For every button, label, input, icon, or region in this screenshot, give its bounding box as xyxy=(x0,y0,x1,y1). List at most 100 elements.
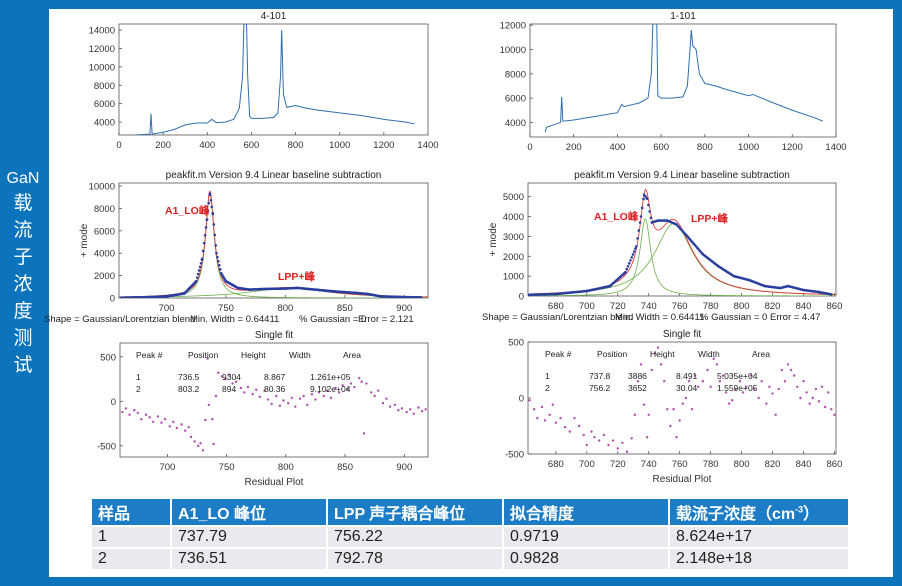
header-a1lo: A1_LO 峰位 xyxy=(172,499,326,525)
residual-point xyxy=(234,380,238,383)
residual-point xyxy=(133,409,136,412)
y-tick-label: 500 xyxy=(100,352,116,363)
peak-table-cell: 2 xyxy=(545,383,550,393)
peak-table-cell: 1.559e+05 xyxy=(717,383,758,393)
plot-marks xyxy=(544,24,824,133)
residual-point xyxy=(817,400,821,403)
spectrum-line xyxy=(544,24,824,133)
chart-title: Single fit xyxy=(255,330,294,341)
residual-point xyxy=(820,385,824,388)
x-tick-label: 900 xyxy=(396,462,412,473)
residual-point xyxy=(275,394,278,398)
peak-table-cell: 8.491 xyxy=(676,371,698,381)
peak-table-header: Peak # xyxy=(136,350,163,360)
residual-point xyxy=(168,425,171,428)
data-point xyxy=(645,197,649,200)
y-tick-label: 4000 xyxy=(503,212,524,223)
x-tick-label: 0 xyxy=(116,140,121,151)
residual-point xyxy=(602,433,606,437)
residual-point xyxy=(140,417,143,421)
data-point xyxy=(640,206,644,210)
residual-point xyxy=(310,393,314,396)
x-tick-label: 700 xyxy=(579,301,595,312)
sidebar-title-char: 载 xyxy=(13,193,33,214)
residual-point xyxy=(693,374,697,377)
residual-point xyxy=(656,346,660,349)
y-tick-label: 1000 xyxy=(503,272,524,283)
residual-point xyxy=(243,391,246,394)
x-tick-label: 780 xyxy=(703,301,719,312)
x-tick-label: 700 xyxy=(159,462,175,473)
peak-table-header: Area xyxy=(752,349,770,359)
fit-info-text: Shape = Gaussian/Lorentzian blend xyxy=(482,312,633,323)
data-point xyxy=(201,249,205,253)
y-tick-label: 8000 xyxy=(94,81,115,92)
residual-point xyxy=(536,416,539,420)
residual-point xyxy=(128,413,131,416)
x-tick-label: 0 xyxy=(527,142,532,153)
x-tick-label: 820 xyxy=(765,301,781,312)
chart-title: 4-101 xyxy=(261,11,287,22)
residual-point xyxy=(718,380,722,383)
x-tick-label: 800 xyxy=(277,303,293,314)
residual-point xyxy=(734,387,737,391)
residual-point xyxy=(302,394,305,398)
chart-title: 1-101 xyxy=(670,11,696,22)
y-tick-label: 0 xyxy=(519,394,524,405)
residual-point xyxy=(738,380,742,383)
residual-point xyxy=(412,412,415,416)
residual-point xyxy=(675,436,678,439)
x-tick-label: 860 xyxy=(827,459,843,470)
peak-table-cell: 9.102e+04 xyxy=(310,384,351,394)
residual-point xyxy=(290,396,293,399)
plot-marks xyxy=(528,346,836,453)
residual-point xyxy=(193,440,196,443)
residual-point xyxy=(765,402,768,405)
data-point xyxy=(206,210,210,213)
residual-point xyxy=(528,399,531,402)
peak-table-header: Position xyxy=(188,350,219,360)
plot-marks xyxy=(134,24,415,135)
peak-annotation: LPP+峰 xyxy=(691,212,729,225)
residual-point xyxy=(400,407,404,410)
peak-table-cell: 2 xyxy=(136,384,141,394)
x-tick-label: 400 xyxy=(609,142,625,153)
data-point xyxy=(205,218,209,221)
residual-point xyxy=(346,387,349,391)
cell-fit-precision: 0.9828 xyxy=(504,549,668,569)
cell-sample: 2 xyxy=(92,549,170,569)
residual-point xyxy=(278,404,282,407)
plot-area xyxy=(527,182,837,297)
residual-point xyxy=(214,394,218,398)
fit-info-text: Error = 4.47 xyxy=(770,312,820,323)
x-tick-label: 800 xyxy=(734,301,750,312)
x-tick-label: 800 xyxy=(734,459,750,470)
peak-table-cell: 803.2 xyxy=(178,384,200,394)
residual-point xyxy=(180,423,183,426)
peak-annotation: A1_LO峰 xyxy=(594,210,639,223)
residual-point xyxy=(678,419,681,422)
residual-point xyxy=(189,435,193,439)
residual-point xyxy=(341,384,344,387)
fit-info-text: Min. Width = 0.64411 xyxy=(615,312,704,323)
header-carrier-text: 载流子浓度（cm xyxy=(676,506,796,523)
residual-point xyxy=(833,413,836,416)
residual-point xyxy=(201,449,205,452)
residual-point xyxy=(630,437,633,440)
residual-point xyxy=(669,424,672,428)
plot-marks xyxy=(528,188,836,296)
residual-point xyxy=(124,407,128,410)
y-tick-label: 5000 xyxy=(503,192,524,203)
x-tick-label: 600 xyxy=(243,140,259,151)
residual-point xyxy=(163,417,167,421)
residual-point xyxy=(793,374,796,377)
residual-point xyxy=(217,371,220,375)
residual-point xyxy=(540,405,544,409)
residual-point xyxy=(251,393,254,396)
residual-point xyxy=(322,394,325,398)
data-point xyxy=(626,264,630,268)
residual-point xyxy=(639,363,643,366)
data-point xyxy=(215,251,218,255)
data-point xyxy=(194,279,198,283)
residual-point xyxy=(263,389,266,392)
